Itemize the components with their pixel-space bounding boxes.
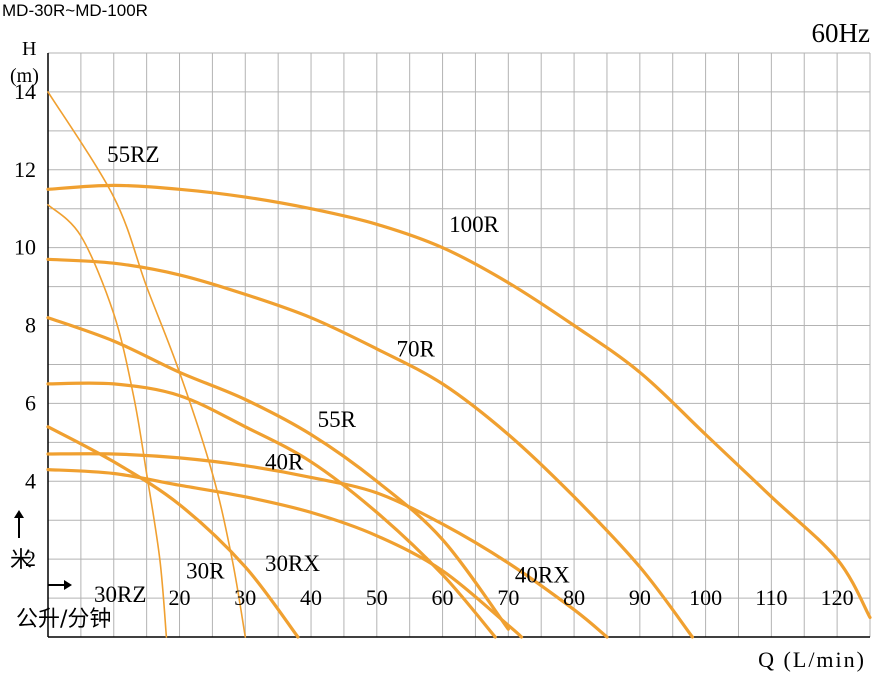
x-tick-label: 70 [497,585,519,610]
curve-labels: 100R 70R 55R 40R 40RX 30RX 30R 30RZ 55RZ [94,142,570,607]
curve-40r [46,381,497,639]
y-axis-label: H [22,38,36,60]
y-tick-label: 6 [25,390,36,415]
curve-label-40r: 40R [265,450,304,475]
curve-40rx [46,452,609,639]
curve-100r [46,183,872,620]
curve-55r [46,316,510,631]
chart-title: MD-30R~MD-100R [2,1,148,20]
x-axis-cn-label: 公升/分钟 [16,607,111,632]
y-axis-cn-label: 米 [10,548,32,573]
y-tick-label: 14 [14,79,36,104]
y-axis-unit: (m) [10,65,39,87]
curve-label-55rz: 55RZ [107,142,159,167]
y-tick-label: 10 [14,235,36,260]
curve-label-100r: 100R [449,212,500,237]
y-tick-label: 12 [14,157,36,182]
x-tick-label: 90 [629,585,651,610]
axes [47,53,870,638]
x-tick-label: 60 [432,585,454,610]
curve-30rz [47,204,168,638]
curves [46,91,872,639]
y-tick-label: 8 [25,313,36,338]
x-tick-label: 30 [234,585,256,610]
curve-label-40rx: 40RX [515,562,570,587]
x-tick-label: 120 [821,585,854,610]
curve-label-70r: 70R [397,337,436,362]
x-tick-label: 110 [755,585,787,610]
x-tick-label: 80 [563,585,585,610]
x-axis-label: Q (L/min) [758,647,866,672]
curve-label-30rx: 30RX [265,551,320,576]
tick-labels: 20 30 40 50 60 70 80 90 100 110 120 2 4 6 8 10 12 14 [14,79,854,610]
curve-label-55r: 55R [318,407,357,432]
x-tick-label: 50 [366,585,388,610]
grid [48,52,871,637]
y-tick-label: 4 [25,468,36,493]
curve-30rx [46,468,524,639]
frequency-label: 60Hz [812,18,870,48]
curve-70r [46,257,694,639]
y-arrow-icon [14,510,24,538]
x-arrow-icon [48,580,72,590]
y-tick-label: 2 [25,546,36,571]
x-tick-label: 100 [689,585,722,610]
x-tick-label: 20 [169,585,191,610]
x-tick-label: 40 [300,585,322,610]
curve-label-30rz: 30RZ [94,582,146,607]
curve-label-30r: 30R [186,559,225,584]
curve-30r [46,425,300,639]
curve-55rz [47,91,247,638]
